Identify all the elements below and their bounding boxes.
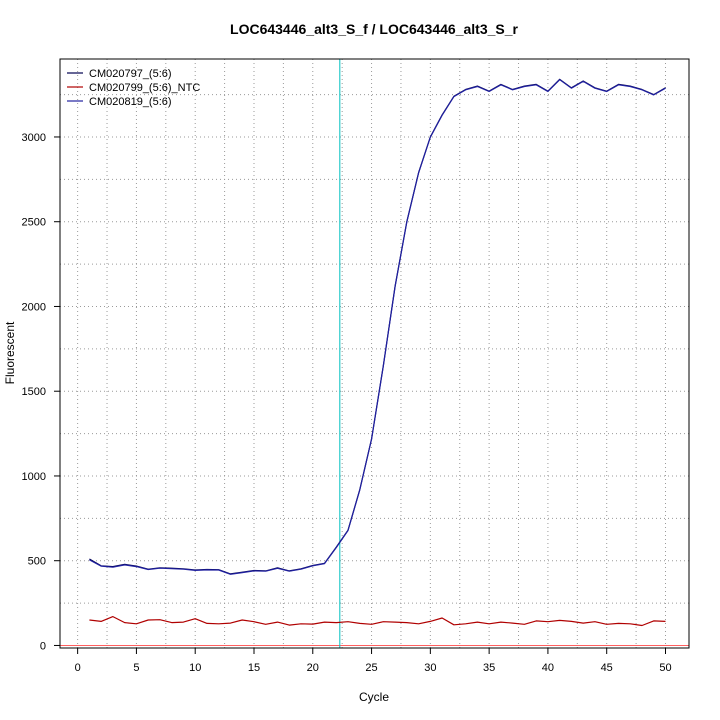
y-axis: 0 500 1000 1500 2000 2500 3000	[22, 132, 60, 652]
y-tick-label: 0	[40, 640, 46, 652]
x-tick-label: 35	[483, 662, 495, 674]
plot-frame	[59, 58, 690, 649]
x-tick-label: 50	[659, 662, 671, 674]
x-tick-label: 30	[424, 662, 436, 674]
x-tick-label: 5	[133, 662, 139, 674]
threshold-line	[60, 59, 689, 648]
grid-lines	[60, 59, 689, 648]
x-axis-label: Cycle	[359, 690, 389, 704]
legend-label: CM020819_(5:6)	[89, 96, 172, 108]
y-tick-label: 1500	[22, 386, 46, 398]
y-tick-label: 2000	[22, 301, 46, 313]
series-line-1	[89, 78, 666, 575]
x-tick-label: 40	[542, 662, 554, 674]
y-tick-label: 2500	[22, 217, 46, 229]
legend-label: CM020799_(5:6)_NTC	[89, 82, 200, 94]
y-tick-label: 3000	[22, 132, 46, 144]
x-tick-label: 15	[248, 662, 260, 674]
x-axis: 0 5 10 15 20 25 30 35 40 45 50	[75, 648, 672, 674]
series-line-2	[89, 615, 666, 627]
series-line-3	[89, 79, 666, 575]
y-tick-label: 500	[28, 556, 46, 568]
legend-label: CM020797_(5:6)	[89, 68, 172, 80]
x-tick-label: 10	[189, 662, 201, 674]
x-tick-label: 45	[601, 662, 613, 674]
y-tick-label: 1000	[22, 471, 46, 483]
x-tick-label: 20	[307, 662, 319, 674]
y-axis-label: Fluorescent	[3, 321, 17, 384]
series-lines	[89, 78, 666, 627]
x-tick-label: 25	[365, 662, 377, 674]
x-tick-label: 0	[75, 662, 81, 674]
legend: CM020797_(5:6) CM020799_(5:6)_NTC CM020819…	[67, 68, 200, 108]
chart-title: LOC643446_alt3_S_f / LOC643446_alt3_S_r	[230, 21, 519, 37]
